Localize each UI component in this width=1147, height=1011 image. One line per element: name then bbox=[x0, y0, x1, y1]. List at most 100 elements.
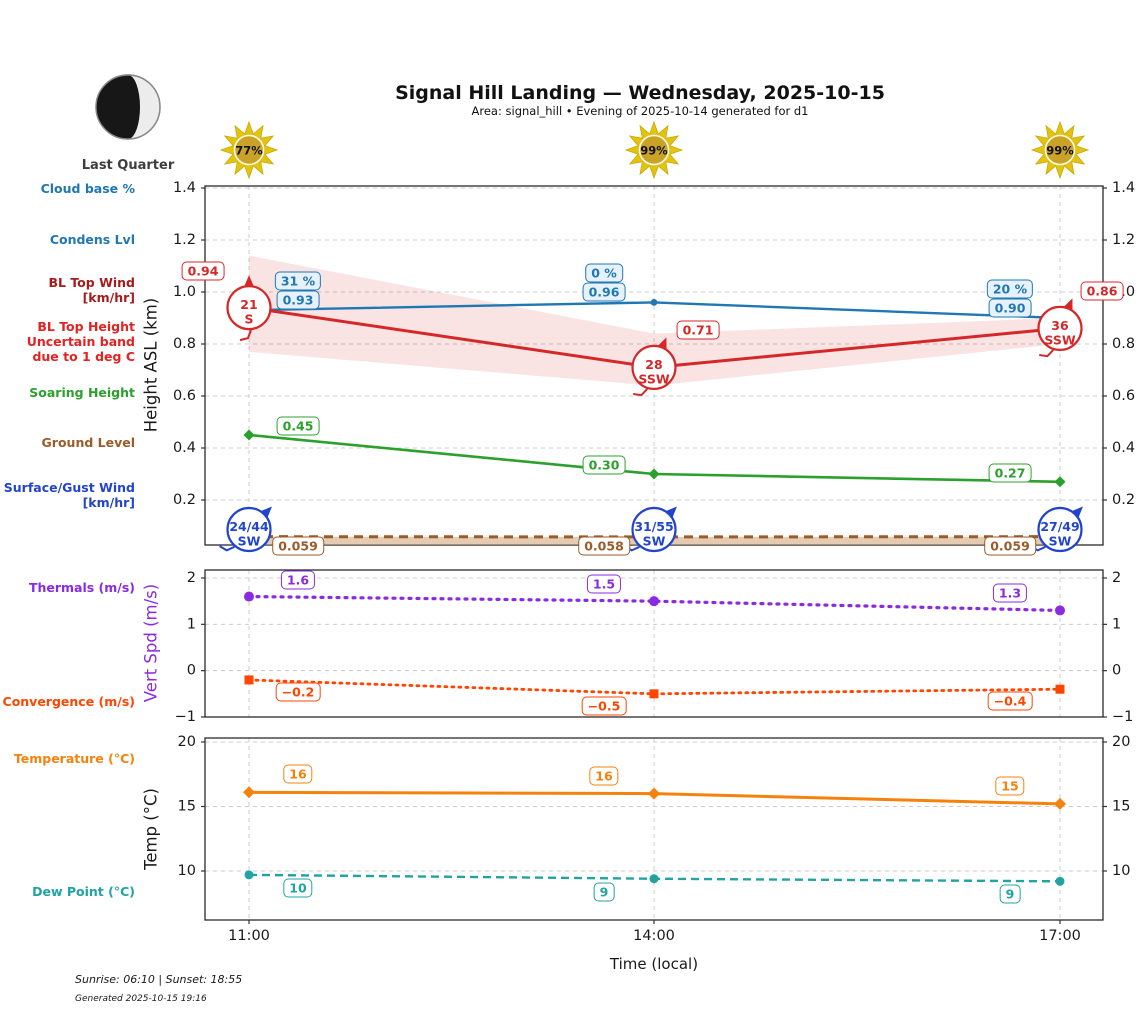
soaring-value-label: 0.45 bbox=[276, 416, 320, 436]
sunrise-sunset-note: Sunrise: 06:10 | Sunset: 18:55 bbox=[75, 973, 243, 986]
y-tick-label: 20 bbox=[1112, 734, 1130, 750]
series-label-dew-point: Dew Point (°C) bbox=[32, 884, 135, 899]
y-axis-title-vert-speed: Vert Spd (m/s) bbox=[141, 583, 161, 703]
series-label-soaring-height: Soaring Height bbox=[29, 385, 135, 400]
y-tick-label: 0.4 bbox=[173, 440, 196, 456]
x-axis-title: Time (local) bbox=[609, 955, 699, 973]
dew_point-value-label: 9 bbox=[593, 882, 615, 902]
dew_point-value-label: 9 bbox=[999, 884, 1021, 904]
generated-timestamp: Generated 2025-10-15 19:16 bbox=[75, 994, 207, 1004]
marker-soaring bbox=[1054, 476, 1066, 488]
moon-phase-icon bbox=[95, 74, 161, 140]
series-label-convergence: Convergence (m/s) bbox=[2, 694, 135, 709]
svg-text:21: 21 bbox=[240, 297, 257, 312]
ground-value-label: 0.058 bbox=[578, 536, 630, 556]
temperature-value-label: 15 bbox=[995, 776, 1025, 796]
svg-text:99%: 99% bbox=[1046, 144, 1074, 158]
y-tick-label: 1.4 bbox=[1112, 180, 1135, 196]
thermals-value-label: 1.3 bbox=[992, 583, 1028, 603]
svg-text:S: S bbox=[244, 312, 253, 327]
svg-text:SW: SW bbox=[1049, 534, 1072, 549]
series-label-temperature: Temperature (°C) bbox=[13, 751, 135, 766]
y-tick-label: 0.2 bbox=[1112, 492, 1135, 508]
y-tick-label: 0.2 bbox=[173, 492, 196, 508]
marker-soaring bbox=[648, 468, 660, 480]
marker-condens_lvl bbox=[650, 299, 658, 306]
sun-icon: 99% bbox=[1030, 120, 1090, 180]
svg-text:36: 36 bbox=[1051, 318, 1069, 333]
y-axis-title-temp: Temp (°C) bbox=[141, 788, 161, 870]
convergence-value-label: −0.5 bbox=[581, 696, 627, 716]
series-label-bl-top-wind: BL Top Wind [km/hr] bbox=[48, 275, 135, 305]
cloud_base_pct-value-label: 20 % bbox=[986, 279, 1034, 299]
condens_lvl-value-label: 0.93 bbox=[276, 290, 320, 310]
cloud_base_pct-value-label: 31 % bbox=[274, 271, 322, 291]
x-tick-label: 17:00 bbox=[1039, 928, 1081, 944]
y-tick-label: 0 bbox=[1112, 663, 1121, 679]
ground-value-label: 0.059 bbox=[272, 536, 324, 556]
marker-dew_point bbox=[244, 870, 254, 880]
y-tick-label: 1.2 bbox=[173, 232, 196, 248]
y-tick-label: 0.4 bbox=[1112, 440, 1135, 456]
y-tick-label: 2 bbox=[1112, 570, 1121, 586]
soaring-value-label: 0.27 bbox=[988, 463, 1032, 483]
marker-soaring bbox=[243, 429, 255, 441]
svg-text:27/49: 27/49 bbox=[1040, 519, 1079, 534]
convergence-value-label: −0.2 bbox=[275, 682, 321, 702]
marker-temperature bbox=[243, 786, 255, 799]
y-tick-label: 10 bbox=[178, 863, 196, 879]
marker-convergence bbox=[244, 675, 254, 685]
y-tick-label: 1 bbox=[1112, 616, 1121, 632]
condens_lvl-value-label: 0.96 bbox=[582, 282, 626, 302]
x-tick-label: 11:00 bbox=[228, 928, 270, 944]
y-tick-label: 15 bbox=[178, 799, 196, 815]
page-subtitle: Area: signal_hill • Evening of 2025-10-1… bbox=[471, 104, 809, 118]
y-tick-label: 20 bbox=[178, 734, 196, 750]
series-label-ground-level: Ground Level bbox=[41, 435, 135, 450]
moon-phase-label: Last Quarter bbox=[81, 158, 175, 173]
svg-text:77%: 77% bbox=[235, 144, 263, 158]
svg-text:99%: 99% bbox=[640, 144, 668, 158]
bl-top-uncertainty-band bbox=[249, 255, 1060, 386]
page-title: Signal Hill Landing — Wednesday, 2025-10… bbox=[395, 82, 885, 104]
sun-icon: 77% bbox=[219, 120, 279, 180]
cloud_base_pct-value-label: 0 % bbox=[585, 263, 623, 283]
y-tick-label: 0.6 bbox=[1112, 388, 1135, 404]
svg-text:24/44: 24/44 bbox=[229, 519, 269, 534]
dew_point-value-label: 10 bbox=[283, 878, 313, 898]
thermals-value-label: 1.6 bbox=[280, 570, 316, 590]
svg-text:SSW: SSW bbox=[638, 371, 669, 386]
svg-text:SW: SW bbox=[238, 534, 261, 549]
y-tick-label: 1.2 bbox=[1112, 232, 1135, 248]
marker-dew_point bbox=[1055, 876, 1065, 886]
marker-dew_point bbox=[649, 874, 659, 884]
bl_top-value-label: 0.94 bbox=[181, 261, 225, 281]
svg-text:28: 28 bbox=[645, 357, 662, 372]
marker-convergence bbox=[1055, 684, 1065, 694]
y-tick-label: 1.0 bbox=[173, 284, 196, 300]
series-label-thermals: Thermals (m/s) bbox=[28, 580, 135, 595]
sun-icon: 99% bbox=[624, 120, 684, 180]
series-line-thermals bbox=[247, 594, 1062, 613]
series-label-surface-wind: Surface/Gust Wind [km/hr] bbox=[3, 480, 135, 510]
bl_top-value-label: 0.71 bbox=[676, 320, 720, 340]
marker-thermals bbox=[649, 596, 659, 607]
y-tick-label: 10 bbox=[1112, 863, 1130, 879]
y-tick-label: 0.6 bbox=[173, 388, 196, 404]
svg-text:SW: SW bbox=[643, 534, 666, 549]
marker-thermals bbox=[1055, 605, 1065, 616]
y-tick-label: 0.8 bbox=[1112, 336, 1135, 352]
y-axis-title-height: Height ASL (km) bbox=[141, 297, 161, 433]
marker-temperature bbox=[1054, 797, 1066, 810]
y-tick-label: 0.8 bbox=[173, 336, 196, 352]
y-tick-label: 1.4 bbox=[173, 180, 196, 196]
y-tick-label: 1 bbox=[187, 616, 196, 632]
y-tick-label: 2 bbox=[187, 570, 196, 586]
soaring-value-label: 0.30 bbox=[582, 455, 626, 475]
marker-temperature bbox=[648, 787, 660, 800]
